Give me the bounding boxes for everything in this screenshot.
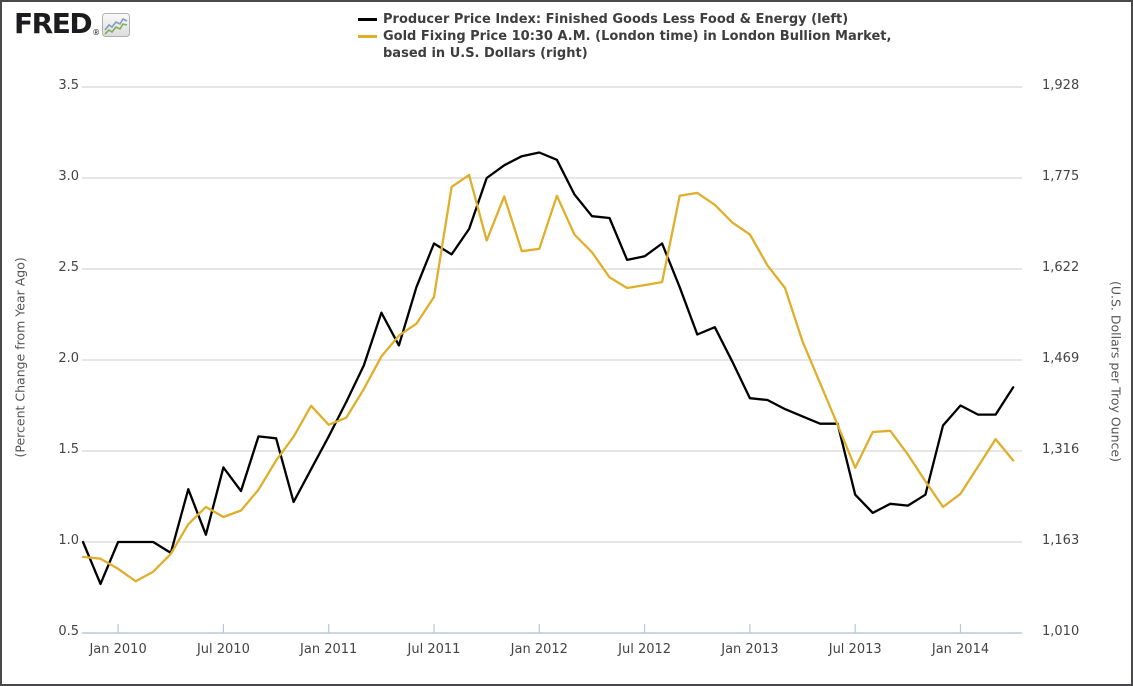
- x-axis-tick-label: Jan 2011: [300, 642, 358, 657]
- right-axis-tick-label: 1,928: [1042, 78, 1080, 93]
- fred-logo: FRED ®: [14, 7, 131, 40]
- left-axis-tick-label: 1.0: [58, 533, 79, 548]
- x-axis-tick-label: Jan 2013: [721, 642, 779, 657]
- gold-line-marker: [358, 35, 377, 38]
- left-axis-tick-label: 0.5: [58, 624, 79, 639]
- left-axis-tick-label: 2.0: [58, 351, 79, 366]
- legend-item-gold: Gold Fixing Price 10:30 A.M. (London tim…: [358, 28, 891, 45]
- gold-series-line: [81, 173, 1015, 583]
- ppi-legend-label: Producer Price Index: Finished Goods Les…: [383, 12, 849, 27]
- left-axis-tick-label: 1.5: [58, 442, 79, 457]
- x-axis-tick-label: Jul 2012: [618, 642, 672, 657]
- x-axis-tick-label: Jan 2012: [510, 642, 568, 657]
- right-axis-unit-label: (U.S. Dollars per Troy Ounce): [1108, 281, 1124, 462]
- left-axis-tick-label: 3.5: [58, 78, 79, 93]
- fred-logo-text: FRED: [14, 7, 93, 40]
- right-axis-tick-label: 1,316: [1042, 442, 1080, 457]
- left-axis-tick-label: 2.5: [58, 260, 79, 275]
- chart-legend: Producer Price Index: Finished Goods Les…: [358, 11, 891, 62]
- x-axis-tick-label: Jul 2011: [407, 642, 461, 657]
- x-axis-tick-label: Jan 2014: [931, 642, 990, 657]
- gold-legend-label-line1: Gold Fixing Price 10:30 A.M. (London tim…: [383, 29, 892, 44]
- legend-item-ppi: Producer Price Index: Finished Goods Les…: [358, 11, 891, 28]
- line-chart-icon: [102, 13, 131, 37]
- x-axis-tick-label: Jul 2010: [196, 642, 250, 657]
- right-axis-tick-label: 1,622: [1042, 260, 1080, 275]
- left-axis-unit-label: (Percent Change from Year Ago): [12, 257, 28, 458]
- x-axis-tick-label: Jul 2013: [828, 642, 882, 657]
- right-axis-tick-label: 1,163: [1042, 533, 1080, 548]
- x-axis-tick-label: Jan 2010: [89, 642, 147, 657]
- ppi-line-marker: [358, 18, 377, 21]
- gold-legend-label-line2: based in U.S. Dollars (right): [383, 46, 588, 61]
- right-axis-tick-label: 1,775: [1042, 169, 1080, 184]
- ppi-series-line: [81, 151, 1015, 586]
- left-axis-tick-label: 3.0: [58, 169, 79, 184]
- right-axis-tick-label: 1,469: [1042, 351, 1080, 366]
- right-axis-tick-label: 1,010: [1042, 624, 1080, 639]
- legend-item-gold-continued: based in U.S. Dollars (right): [358, 45, 891, 62]
- fred-registered-mark: ®: [92, 28, 101, 37]
